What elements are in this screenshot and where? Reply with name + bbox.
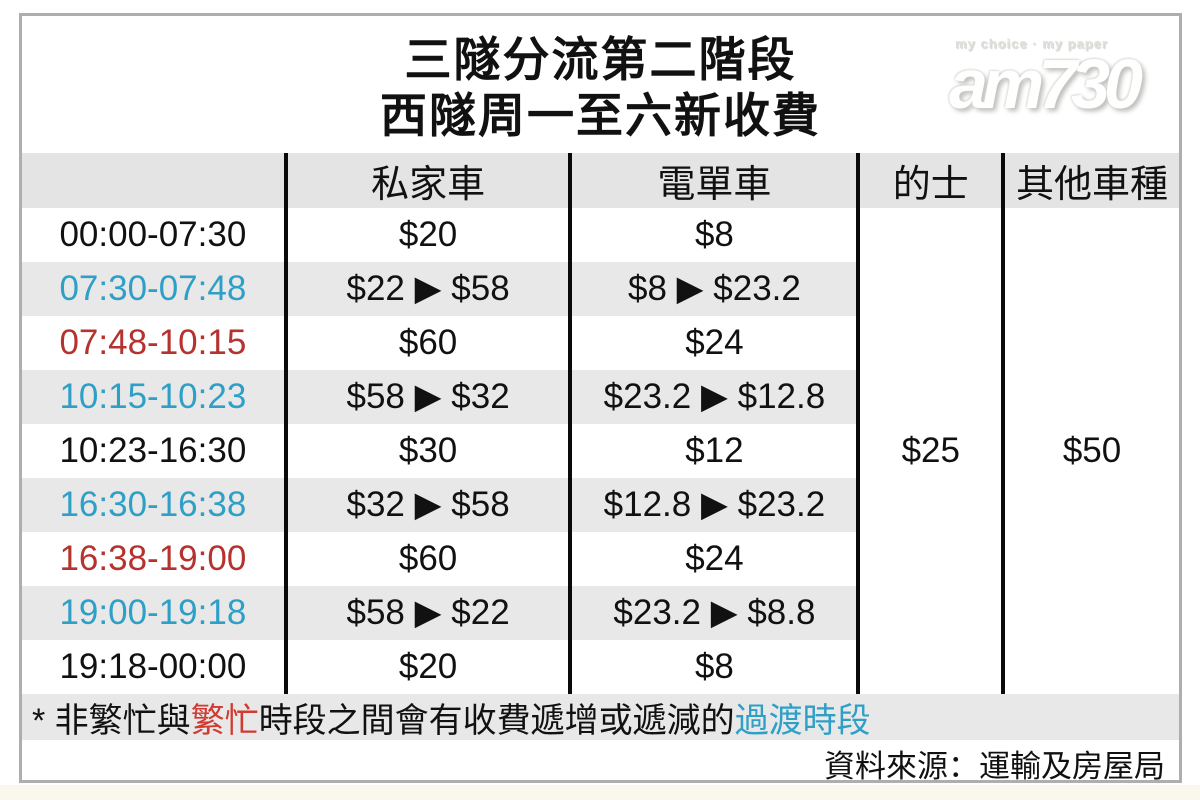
table-row: 00:00-07:30 $20 $8 $25 $50 <box>22 208 1179 694</box>
time-period-cell: 07:30-07:48 <box>22 262 286 316</box>
motorcycle-fare-cell: $12.8 ▶ $23.2 <box>568 478 859 532</box>
table-row: 16:30-16:38 $32 ▶ $58 $12.8 ▶ $23.2 <box>22 478 1179 532</box>
table-header-row: 私家車 電單車 的士 其他車種 <box>22 153 1179 208</box>
private-car-fare-cell: $60 <box>283 316 571 370</box>
page-title-line1: 三隧分流第二階段 <box>404 33 797 86</box>
bottom-strip <box>0 785 1200 800</box>
other-vehicles-fare-cell: $50 <box>1001 208 1179 694</box>
header-taxi: 的士 <box>856 153 1004 208</box>
fare-table-body: 私家車 電單車 的士 其他車種 00:00-07:30 $20 $8 $25 $50 07… <box>22 153 1179 694</box>
table-row: 16:38-19:00 $60 $24 <box>22 532 1179 586</box>
footnote-segment: 繁忙 <box>190 701 259 740</box>
fare-table: 私家車 電單車 的士 其他車種 00:00-07:30 $20 $8 $25 $50 07… <box>22 153 1179 694</box>
private-car-fare-cell: $20 <box>283 208 571 262</box>
time-period-cell: 19:00-19:18 <box>22 586 286 640</box>
source-row: 資料來源：運輸及房屋局 <box>22 740 1179 783</box>
table-row: 07:30-07:48 $22 ▶ $58 $8 ▶ $23.2 <box>22 262 1179 316</box>
source-text: 資料來源：運輸及房屋局 <box>824 748 1165 783</box>
time-period-cell: 16:38-19:00 <box>22 532 286 586</box>
fare-card: 三隧分流第二階段 西隧周一至六新收費 my choice · my paper … <box>19 13 1182 783</box>
private-car-fare-cell: $20 <box>283 640 571 694</box>
time-period-cell: 07:48-10:15 <box>22 316 286 370</box>
taxi-fare-cell: $25 <box>856 208 1004 694</box>
time-period-cell: 16:30-16:38 <box>22 478 286 532</box>
page-title-line2: 西隧周一至六新收費 <box>380 89 821 142</box>
motorcycle-fare-cell: $12 <box>568 424 859 478</box>
table-row: 10:23-16:30 $30 $12 <box>22 424 1179 478</box>
table-row: 07:48-10:15 $60 $24 <box>22 316 1179 370</box>
private-car-fare-cell: $30 <box>283 424 571 478</box>
private-car-fare-cell: $60 <box>283 532 571 586</box>
motorcycle-fare-cell: $23.2 ▶ $12.8 <box>568 370 859 424</box>
footnote-segment: 過渡時段 <box>734 701 871 740</box>
am730-logo-text: am730 <box>949 45 1143 123</box>
header-time-cell <box>22 153 286 208</box>
private-car-fare-cell: $22 ▶ $58 <box>283 262 571 316</box>
am730-logo: my choice · my paper am730 <box>949 36 1143 123</box>
private-car-fare-cell: $32 ▶ $58 <box>283 478 571 532</box>
private-car-fare-cell: $58 ▶ $32 <box>283 370 571 424</box>
footnote-segment: * 非繁忙與 <box>32 701 191 740</box>
time-period-cell: 00:00-07:30 <box>22 208 286 262</box>
motorcycle-fare-cell: $8 ▶ $23.2 <box>568 262 859 316</box>
motorcycle-fare-cell: $8 <box>568 640 859 694</box>
motorcycle-fare-cell: $23.2 ▶ $8.8 <box>568 586 859 640</box>
motorcycle-fare-cell: $24 <box>568 532 859 586</box>
am730-tagline: my choice · my paper <box>955 36 1108 51</box>
footnote: * 非繁忙與 繁忙 時段之間會有收費遞增或遞減的 過渡時段 <box>22 694 1179 740</box>
header-other-vehicles: 其他車種 <box>1001 153 1179 208</box>
private-car-fare-cell: $58 ▶ $22 <box>283 586 571 640</box>
time-period-cell: 19:18-00:00 <box>22 640 286 694</box>
header-private-car: 私家車 <box>283 153 571 208</box>
motorcycle-fare-cell: $8 <box>568 208 859 262</box>
time-period-cell: 10:15-10:23 <box>22 370 286 424</box>
title-block: 三隧分流第二階段 西隧周一至六新收費 my choice · my paper … <box>22 16 1179 153</box>
time-period-cell: 10:23-16:30 <box>22 424 286 478</box>
footnote-segment: 時段之間會有收費遞增或遞減的 <box>258 701 735 740</box>
table-row: 19:00-19:18 $58 ▶ $22 $23.2 ▶ $8.8 <box>22 586 1179 640</box>
motorcycle-fare-cell: $24 <box>568 316 859 370</box>
header-motorcycle: 電單車 <box>568 153 859 208</box>
table-row: 10:15-10:23 $58 ▶ $32 $23.2 ▶ $12.8 <box>22 370 1179 424</box>
table-row: 19:18-00:00 $20 $8 <box>22 640 1179 694</box>
